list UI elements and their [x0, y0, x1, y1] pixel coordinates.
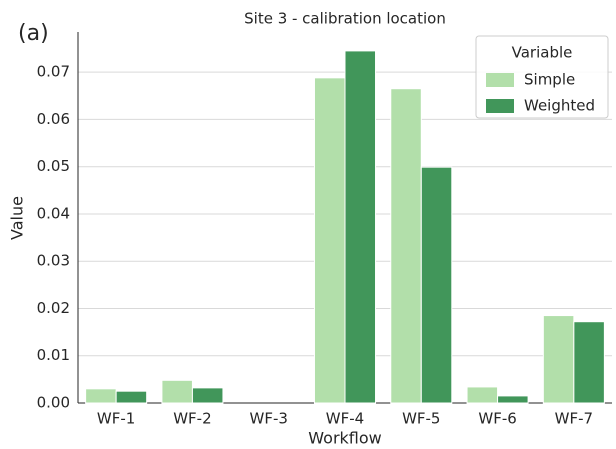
legend-box: [475, 35, 609, 119]
bar: [390, 88, 422, 404]
legend-label: Simple: [524, 71, 575, 89]
y-tick-label: 0.05: [37, 157, 70, 175]
bar: [420, 166, 453, 404]
y-tick-label: 0.03: [37, 252, 70, 270]
bar: [85, 388, 117, 404]
legend-label: Weighted: [524, 97, 595, 115]
x-tick-label: WF-7: [555, 410, 593, 428]
y-axis-label: Value: [8, 196, 27, 240]
bar: [497, 395, 529, 404]
bar: [115, 390, 148, 404]
bar: [542, 315, 575, 404]
legend-title: Variable: [512, 44, 573, 62]
y-tick-label: 0.06: [37, 110, 70, 128]
x-tick-label: WF-4: [326, 410, 364, 428]
x-tick-label: WF-6: [478, 410, 516, 428]
y-tick-label: 0.01: [37, 346, 70, 364]
chart-title: Site 3 - calibration location: [244, 10, 446, 28]
x-tick-label: WF-5: [402, 410, 440, 428]
y-tick-label: 0.00: [37, 394, 70, 412]
y-tick-label: 0.04: [37, 204, 70, 222]
bar: [344, 50, 377, 404]
x-tick-label: WF-3: [250, 410, 288, 428]
bar: [466, 386, 499, 404]
bar: [573, 321, 605, 404]
x-tick-label: WF-2: [173, 410, 211, 428]
bar: [191, 387, 224, 404]
x-axis-label: Workflow: [308, 429, 381, 448]
y-tick-label: 0.02: [37, 299, 70, 317]
bar: [313, 77, 346, 404]
panel-label: (a): [18, 21, 49, 46]
legend-swatch: [486, 73, 514, 87]
y-tick-label: 0.07: [37, 63, 70, 81]
bar: [161, 379, 193, 404]
legend-swatch: [486, 99, 514, 113]
x-tick-label: WF-1: [97, 410, 135, 428]
